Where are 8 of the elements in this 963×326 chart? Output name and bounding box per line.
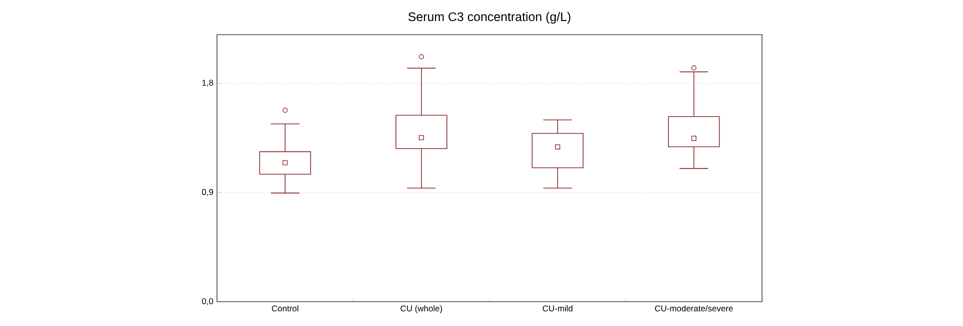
- x-tick-label: CU-moderate/severe: [655, 305, 733, 312]
- x-tick-label: CU-mild: [542, 305, 572, 312]
- y-tick-label: 1,8: [202, 80, 214, 87]
- x-tick-label: CU (whole): [400, 305, 442, 314]
- x-tick-label: Control: [272, 305, 298, 312]
- y-tick-label: 0,0: [202, 298, 214, 306]
- y-tick-label: 0,9: [202, 188, 214, 196]
- chart-title: Serum C3 concentration (g/L): [408, 12, 570, 24]
